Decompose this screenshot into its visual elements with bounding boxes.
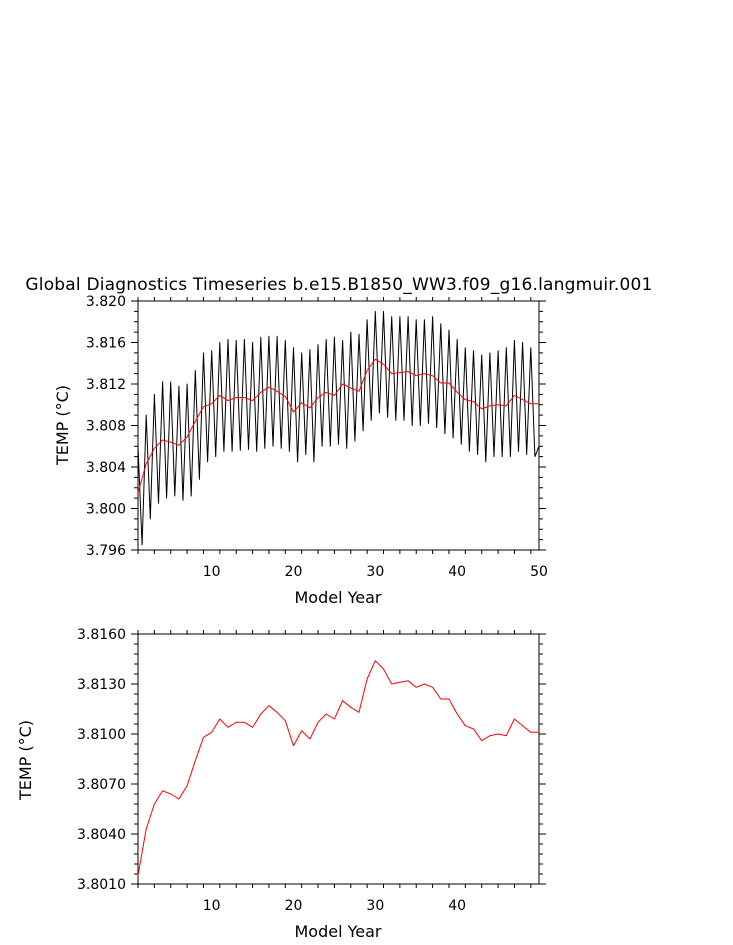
series-lines bbox=[137, 660, 539, 876]
y-axis-label: TEMP (°C) bbox=[16, 720, 35, 801]
y-tick-label: 3.8010 bbox=[77, 877, 126, 893]
y-tick-label: 3.8070 bbox=[77, 777, 126, 793]
y-tick-label: 3.800 bbox=[86, 502, 126, 518]
y-tick-label: 3.8100 bbox=[77, 727, 126, 743]
x-tick-label: 20 bbox=[285, 898, 303, 914]
y-tick-label: 3.8040 bbox=[77, 827, 126, 843]
series-line-annual-mean bbox=[137, 660, 539, 876]
plot-frame bbox=[137, 633, 540, 885]
y-axis-label: TEMP (°C) bbox=[53, 385, 72, 466]
x-tick-label: 20 bbox=[285, 564, 303, 580]
x-tick-label: 10 bbox=[203, 564, 221, 580]
y-tick-label: 3.816 bbox=[86, 336, 126, 352]
x-tick-label: 10 bbox=[203, 898, 221, 914]
x-tick-label: 30 bbox=[366, 564, 384, 580]
series-line-monthly bbox=[137, 310, 540, 546]
axis-ticks bbox=[131, 297, 546, 554]
y-tick-labels: 3.796 3.800 3.804 3.808 3.812 3.816 3.820 bbox=[86, 294, 126, 559]
y-tick-label: 3.812 bbox=[86, 377, 126, 393]
y-tick-label: 3.808 bbox=[86, 419, 126, 435]
x-tick-label: 40 bbox=[448, 898, 466, 914]
bottom-annual-mean-panel: 10 20 30 40 3.80103.80403.80703.81003.81303… bbox=[16, 627, 546, 941]
y-tick-labels: 3.8010 3.8040 3.8070 3.8100 3.8130 3.8160 bbox=[77, 627, 126, 893]
y-tick-label: 3.804 bbox=[86, 460, 126, 476]
series-lines bbox=[137, 310, 540, 546]
x-axis-label: Model Year bbox=[295, 588, 382, 607]
x-tick-labels: 10 20 30 40 50 bbox=[203, 564, 548, 580]
x-tick-labels: 10 20 30 40 bbox=[203, 898, 466, 914]
x-tick-label: 30 bbox=[366, 898, 384, 914]
y-tick-label: 3.8130 bbox=[77, 677, 126, 693]
axis-ticks bbox=[131, 630, 546, 888]
top-timeseries-panel: Global Diagnostics Timeseries b.e15.B185… bbox=[25, 275, 652, 607]
chart-title: Global Diagnostics Timeseries b.e15.B185… bbox=[25, 275, 652, 295]
x-axis-label: Model Year bbox=[295, 922, 382, 941]
series-line-annual-mean bbox=[137, 358, 539, 494]
x-tick-label: 50 bbox=[530, 564, 548, 580]
y-tick-label: 3.8160 bbox=[77, 627, 126, 643]
y-tick-label: 3.820 bbox=[86, 294, 126, 310]
y-tick-label: 3.796 bbox=[86, 543, 126, 559]
x-tick-label: 40 bbox=[448, 564, 466, 580]
